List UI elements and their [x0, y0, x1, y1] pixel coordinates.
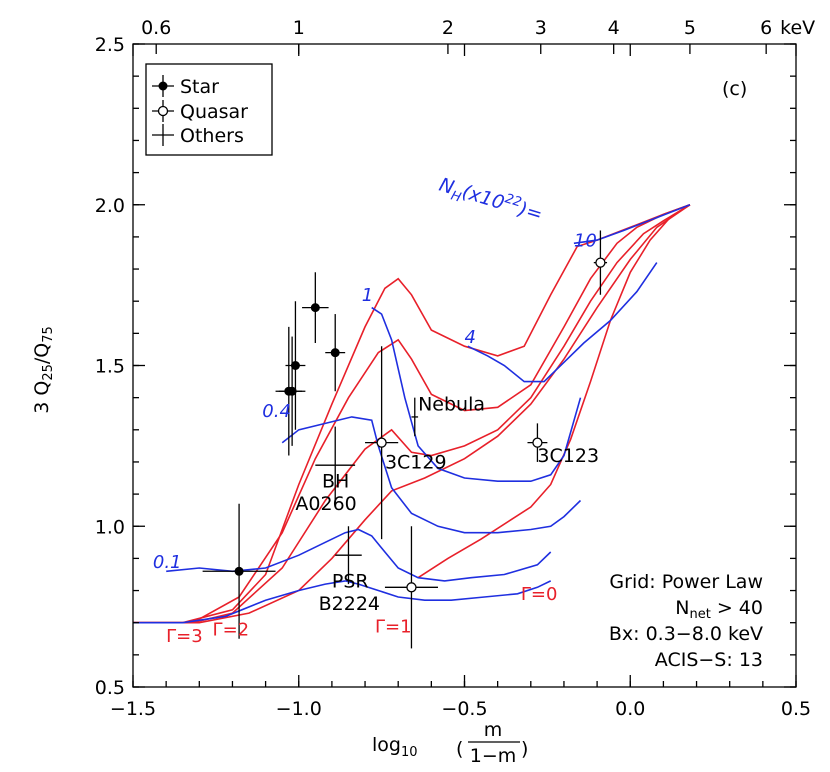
legend-quasar-label: Quasar: [180, 101, 248, 123]
grid-note-line-1: Grid: Power Law: [609, 571, 763, 593]
nh-curve: [573, 204, 691, 245]
legend-others-label: Others: [180, 125, 244, 147]
nh-curve-label: 4: [465, 327, 476, 348]
source-annotation: 3C123: [537, 445, 599, 467]
y-axis-label-sub1: 25: [41, 364, 56, 381]
y-tick-label: 1.5: [95, 356, 125, 378]
x-axis-label: log10: [372, 734, 418, 760]
y-tick-label: 2.5: [95, 34, 125, 56]
quasar-point: [532, 437, 543, 448]
star-point: [290, 361, 300, 370]
grid-note-n-sub: net: [689, 607, 710, 622]
legend-star-marker: [158, 81, 168, 91]
grid-note-threshold: > 40: [711, 597, 763, 619]
gamma-curve: [417, 204, 691, 579]
quasar-point: [406, 582, 417, 593]
gamma-curve-label: Γ=2: [213, 620, 250, 641]
legend-star-label: Star: [180, 76, 219, 98]
legend-box: [145, 63, 273, 156]
x-tick-label: −1.5: [110, 698, 156, 720]
star-point: [310, 303, 320, 313]
grid-note-line-3: Bx: 0.3−8.0 keV: [609, 623, 763, 645]
x-tick-label: 0.0: [615, 698, 645, 720]
star-point: [287, 386, 297, 396]
gamma-curve-label: Γ=0: [521, 584, 558, 605]
source-annotation: A0260: [295, 493, 356, 515]
panel-label: (c): [722, 78, 747, 100]
nh-curve: [166, 528, 552, 582]
label-layer: Γ=3 Γ=2 Γ=1 Γ=0 10 4 1 0.4 0.1 Nebula 3C129 3C123 BH…: [153, 231, 599, 647]
gamma-curve: [133, 204, 691, 624]
top-energy-tick-label: 5: [684, 17, 696, 39]
y-tick-label: 1.0: [95, 516, 125, 538]
top-energy-tick-label: 4: [608, 17, 620, 39]
quasar-point: [376, 437, 387, 448]
x-axis-label-prefix: log: [372, 734, 401, 756]
top-energy-tick-label: 3: [535, 17, 547, 39]
star-point: [330, 348, 340, 358]
nh-curve: [281, 416, 582, 534]
top-energy-tick-label: 6: [760, 17, 772, 39]
nh-curve-title-sub: H: [449, 188, 463, 205]
x-axis-label-numerator: m: [484, 719, 503, 741]
data-point-layer: [202, 230, 608, 649]
top-energy-tick-label: 2: [442, 17, 454, 39]
gamma-curve-label: Γ=3: [166, 626, 203, 647]
nh-curve-label: 1: [362, 285, 373, 306]
x-tick-label: −0.5: [441, 698, 487, 720]
source-annotation: BH: [322, 471, 349, 493]
legend-quasar-marker: [157, 105, 169, 117]
y-axis-label: 3 Q25/Q75: [31, 326, 56, 414]
gamma-curve: [133, 204, 691, 624]
nh-curve-label: 0.1: [153, 552, 182, 573]
y-tick-label: 2.0: [95, 195, 125, 217]
y-axis-label-pre: 3 Q: [31, 381, 53, 414]
x-axis-label-sub: 10: [401, 745, 418, 760]
x-axis-label-paren-open: (: [456, 738, 463, 760]
source-annotation: 3C129: [385, 451, 447, 473]
grid-note-n: N: [675, 597, 689, 619]
y-axis-label-mid: /Q: [31, 343, 53, 364]
grid-note-line-4: ACIS−S: 13: [655, 649, 763, 671]
grid-note-line-2: Nnet > 40: [675, 597, 763, 622]
y-tick-label: 0.5: [95, 677, 125, 699]
x-axis-label-denominator: 1−m: [470, 745, 517, 767]
nh-curve: [133, 580, 552, 624]
y-axis-label-sub2: 75: [41, 326, 56, 343]
x-tick-label: 0.5: [781, 698, 811, 720]
axes-layer: −1.5 −1.0 −0.5 0.0 0.5 0.5 1.0 1.5 2.0 2.5 0.6 1 2 3 4…: [95, 17, 815, 720]
source-annotation: Nebula: [418, 394, 485, 416]
top-energy-tick-label: 1: [293, 17, 305, 39]
source-annotation: B2224: [319, 593, 380, 615]
legend: Star Quasar Others: [145, 63, 273, 156]
source-annotation: PSR: [332, 570, 369, 592]
nh-curve: [467, 262, 658, 383]
quasar-point: [595, 257, 606, 268]
grid-note: Grid: Power Law Nnet > 40 Bx: 0.3−8.0 ke…: [609, 571, 763, 671]
nh-curve-title: NH(x1022)=: [435, 172, 545, 230]
star-point: [234, 566, 244, 576]
nh-curve: [371, 306, 582, 482]
nh-curve-label: 10: [574, 231, 597, 252]
top-energy-tick-label: 0.6: [141, 17, 171, 39]
top-axis-unit: keV: [780, 17, 815, 39]
curve-layer: [133, 204, 691, 624]
gamma-curve-label: Γ=1: [375, 616, 412, 637]
gamma-curve: [133, 204, 691, 624]
x-axis-label-paren-close: ): [521, 738, 528, 760]
nh-curve-label: 0.4: [262, 401, 291, 422]
x-tick-label: −1.0: [276, 698, 322, 720]
